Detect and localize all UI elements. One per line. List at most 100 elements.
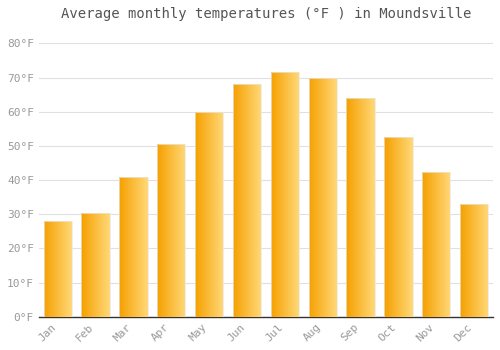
Bar bbox=[361, 98, 362, 317]
Bar bbox=[367, 98, 368, 317]
Bar bbox=[104, 212, 105, 317]
Bar bbox=[85, 212, 86, 317]
Bar bbox=[359, 98, 360, 317]
Bar bbox=[64, 221, 65, 317]
Bar bbox=[409, 137, 410, 317]
Bar bbox=[297, 72, 298, 317]
Bar bbox=[100, 212, 102, 317]
Bar bbox=[282, 72, 283, 317]
Bar bbox=[133, 177, 134, 317]
Bar bbox=[237, 84, 238, 317]
Bar bbox=[470, 204, 472, 317]
Bar bbox=[218, 112, 219, 317]
Bar bbox=[87, 212, 88, 317]
Bar bbox=[159, 144, 160, 317]
Bar bbox=[336, 78, 337, 317]
Bar bbox=[94, 212, 95, 317]
Bar bbox=[260, 84, 261, 317]
Bar bbox=[464, 204, 465, 317]
Bar bbox=[162, 144, 163, 317]
Bar bbox=[308, 78, 337, 317]
Bar bbox=[347, 98, 348, 317]
Bar bbox=[138, 177, 139, 317]
Bar bbox=[160, 144, 161, 317]
Bar bbox=[436, 172, 437, 317]
Bar bbox=[318, 78, 320, 317]
Bar bbox=[462, 204, 463, 317]
Bar bbox=[294, 72, 295, 317]
Bar bbox=[238, 84, 239, 317]
Bar bbox=[242, 84, 243, 317]
Bar bbox=[69, 221, 70, 317]
Bar bbox=[233, 84, 234, 317]
Bar bbox=[136, 177, 137, 317]
Bar bbox=[105, 212, 106, 317]
Bar bbox=[57, 221, 58, 317]
Bar bbox=[134, 177, 135, 317]
Bar bbox=[143, 177, 144, 317]
Bar bbox=[215, 112, 216, 317]
Bar bbox=[364, 98, 365, 317]
Bar bbox=[179, 144, 180, 317]
Bar bbox=[44, 221, 45, 317]
Bar bbox=[468, 204, 469, 317]
Bar bbox=[384, 137, 412, 317]
Bar bbox=[363, 98, 364, 317]
Bar bbox=[482, 204, 483, 317]
Bar bbox=[310, 78, 311, 317]
Bar bbox=[183, 144, 184, 317]
Bar bbox=[433, 172, 434, 317]
Bar bbox=[207, 112, 208, 317]
Bar bbox=[432, 172, 433, 317]
Bar bbox=[119, 177, 120, 317]
Bar bbox=[50, 221, 51, 317]
Bar bbox=[67, 221, 68, 317]
Bar bbox=[291, 72, 292, 317]
Bar bbox=[201, 112, 202, 317]
Bar bbox=[394, 137, 395, 317]
Bar bbox=[180, 144, 181, 317]
Bar bbox=[181, 144, 182, 317]
Bar bbox=[140, 177, 141, 317]
Bar bbox=[158, 144, 159, 317]
Bar bbox=[422, 172, 423, 317]
Bar bbox=[477, 204, 478, 317]
Bar bbox=[82, 212, 110, 317]
Bar bbox=[373, 98, 374, 317]
Bar bbox=[196, 112, 197, 317]
Bar bbox=[53, 221, 54, 317]
Bar bbox=[444, 172, 445, 317]
Bar bbox=[139, 177, 140, 317]
Bar bbox=[184, 144, 185, 317]
Bar bbox=[313, 78, 314, 317]
Bar bbox=[129, 177, 130, 317]
Bar bbox=[351, 98, 352, 317]
Bar bbox=[213, 112, 214, 317]
Bar bbox=[259, 84, 260, 317]
Bar bbox=[330, 78, 331, 317]
Bar bbox=[403, 137, 404, 317]
Bar bbox=[484, 204, 485, 317]
Bar bbox=[392, 137, 394, 317]
Bar bbox=[219, 112, 220, 317]
Bar bbox=[170, 144, 172, 317]
Bar bbox=[128, 177, 129, 317]
Bar bbox=[274, 72, 275, 317]
Bar bbox=[473, 204, 474, 317]
Bar bbox=[272, 72, 273, 317]
Bar bbox=[109, 212, 110, 317]
Bar bbox=[411, 137, 412, 317]
Bar bbox=[309, 78, 310, 317]
Bar bbox=[55, 221, 56, 317]
Bar bbox=[65, 221, 66, 317]
Bar bbox=[217, 112, 218, 317]
Bar bbox=[131, 177, 132, 317]
Bar bbox=[328, 78, 329, 317]
Bar bbox=[374, 98, 375, 317]
Bar bbox=[257, 84, 258, 317]
Bar bbox=[174, 144, 176, 317]
Bar bbox=[365, 98, 366, 317]
Bar bbox=[44, 221, 72, 317]
Bar bbox=[312, 78, 313, 317]
Bar bbox=[199, 112, 200, 317]
